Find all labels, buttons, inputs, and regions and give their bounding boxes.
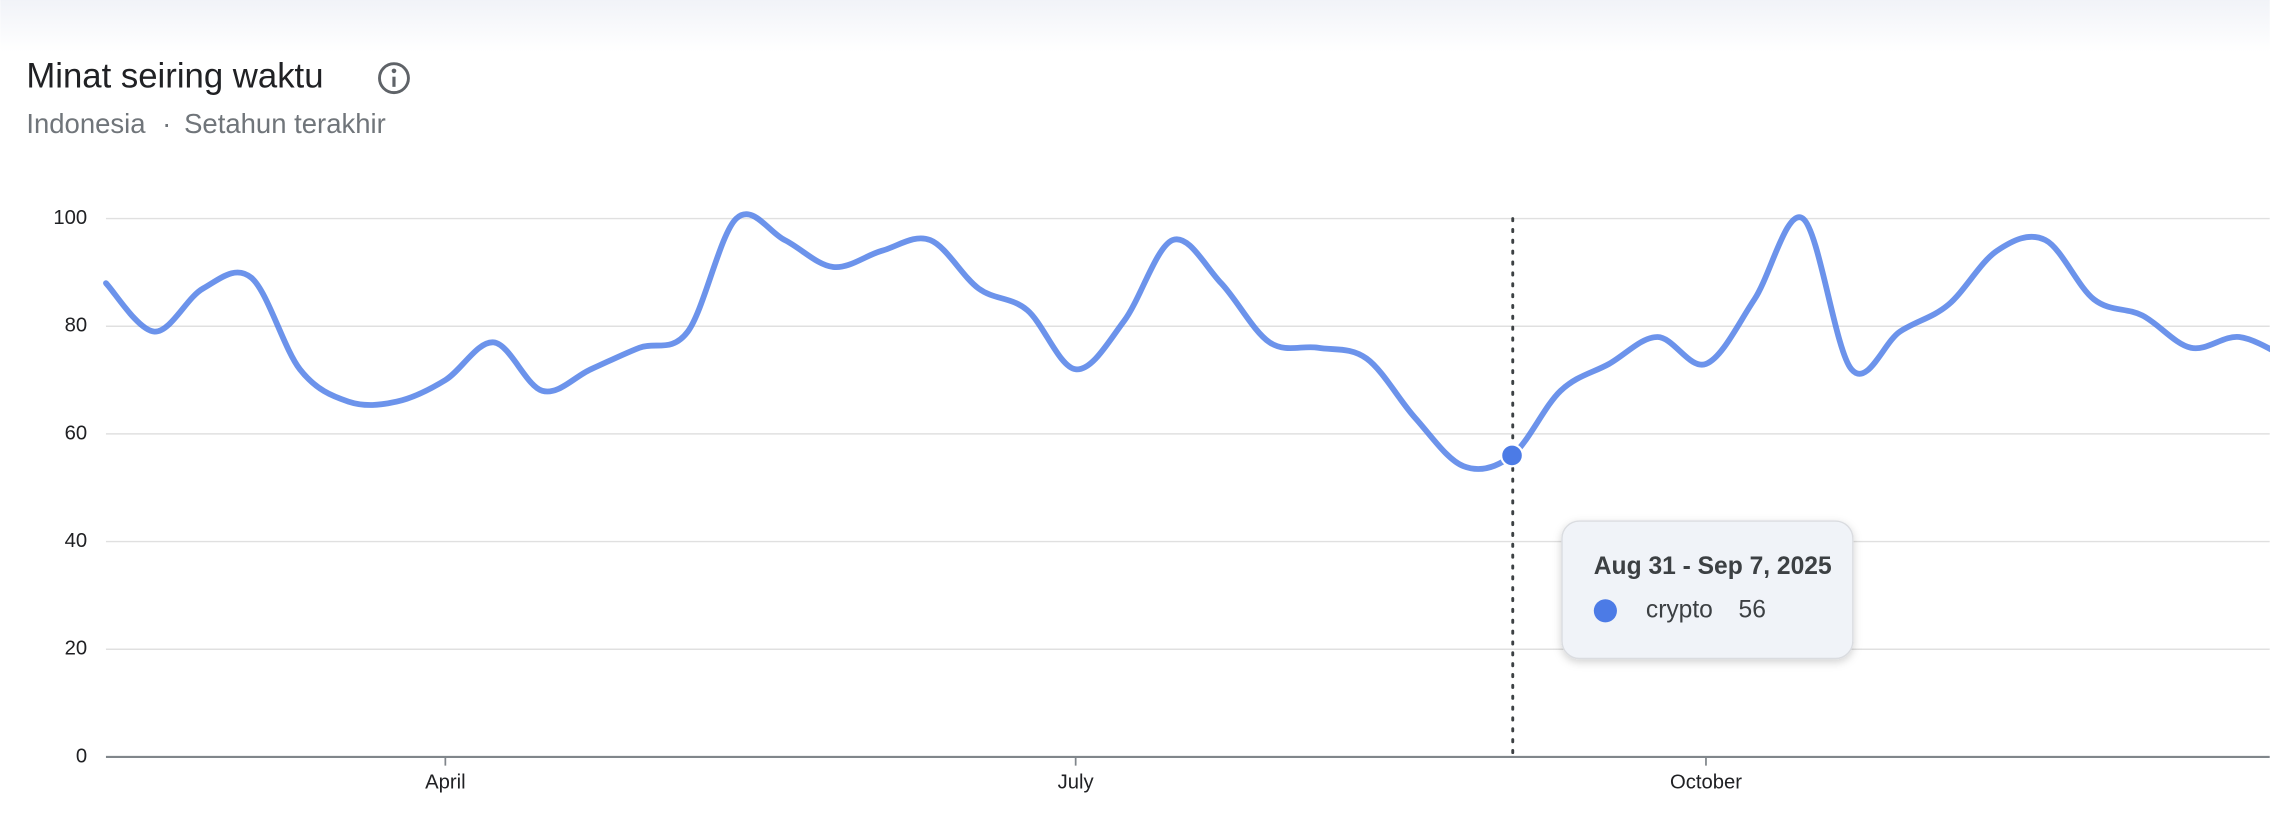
y-tick-label: 80 — [65, 315, 88, 337]
series-line — [103, 211, 2270, 472]
info-icon-ring — [378, 62, 410, 95]
subtitle-separator: · — [162, 108, 171, 139]
tooltip-series-name: crypto — [1646, 596, 1713, 623]
top-band — [0, 0, 2270, 53]
x-tick-label: July — [1058, 771, 1095, 793]
y-tick-label: 40 — [65, 530, 88, 552]
x-tick-label: October — [1670, 771, 1742, 793]
info-icon[interactable] — [378, 62, 410, 95]
y-tick-label: 20 — [65, 638, 88, 660]
y-tick-label: 60 — [65, 422, 88, 444]
tooltip-value: 56 — [1739, 596, 1766, 623]
chart-title: Minat seiring waktu — [26, 57, 323, 95]
tooltip-title: Aug 31 - Sep 7, 2025 — [1594, 553, 1832, 580]
info-icon-dot — [391, 68, 397, 74]
hover-point — [1500, 443, 1524, 468]
tooltip: Aug 31 - Sep 7, 2025 crypto 56 — [1561, 520, 1854, 660]
subtitle-region: Indonesia — [26, 108, 146, 139]
overlay — [1500, 443, 1524, 468]
plot: 0 20 40 60 80 100 April July October — [53, 207, 2270, 793]
tooltip-legend-dot — [1593, 599, 1617, 623]
subtitle-period: Setahun terakhir — [184, 108, 386, 139]
x-tick-label: April — [425, 771, 466, 793]
y-tick-label: 0 — [76, 745, 87, 767]
y-tick-label: 100 — [53, 207, 87, 229]
tooltip-box — [1561, 520, 1854, 660]
